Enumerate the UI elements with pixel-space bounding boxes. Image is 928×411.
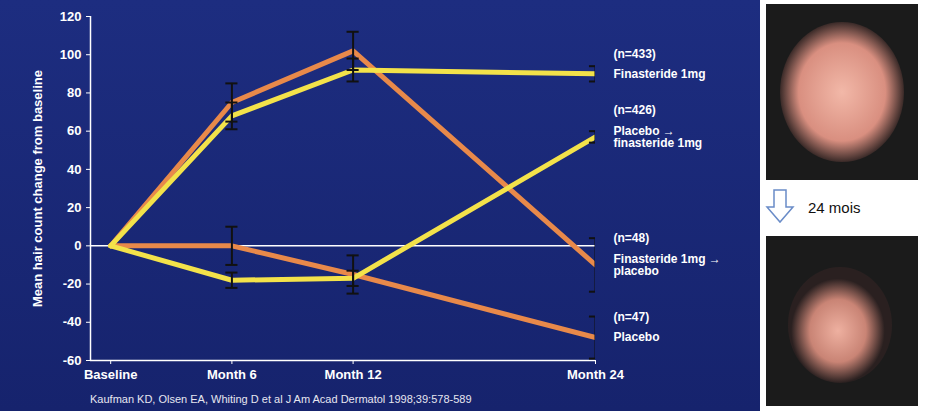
svg-text:Month 12: Month 12 [325, 367, 382, 382]
svg-text:24 mois: 24 mois [808, 199, 861, 216]
svg-text:(n=47): (n=47) [614, 310, 650, 324]
svg-text:-20: -20 [63, 276, 82, 291]
svg-text:20: 20 [67, 200, 81, 215]
svg-text:Placebo →finasteride 1mg: Placebo →finasteride 1mg [614, 124, 703, 150]
svg-text:Finasteride 1mg: Finasteride 1mg [614, 67, 706, 81]
svg-text:80: 80 [67, 85, 81, 100]
svg-text:40: 40 [67, 162, 81, 177]
svg-text:-60: -60 [63, 353, 82, 368]
svg-text:Month 24: Month 24 [567, 367, 625, 382]
svg-text:(n=433): (n=433) [614, 47, 656, 61]
svg-text:Mean hair count change from ba: Mean hair count change from baseline [30, 70, 45, 307]
svg-text:Placebo: Placebo [614, 330, 660, 344]
html-text:Kaufman KD, Olsen EA, Whiting: Kaufman KD, Olsen EA, Whiting D et al J … [90, 393, 472, 405]
svg-text:0: 0 [74, 238, 81, 253]
svg-text:60: 60 [67, 123, 81, 138]
svg-text:100: 100 [60, 47, 82, 62]
svg-text:(n=426): (n=426) [614, 103, 656, 117]
svg-text:(n=48): (n=48) [614, 231, 650, 245]
svg-text:-40: -40 [63, 314, 82, 329]
svg-text:120: 120 [60, 9, 82, 24]
svg-text:Finasteride 1mg →placebo: Finasteride 1mg →placebo [614, 252, 721, 278]
svg-text:Baseline: Baseline [84, 367, 137, 382]
svg-text:Month 6: Month 6 [207, 367, 257, 382]
